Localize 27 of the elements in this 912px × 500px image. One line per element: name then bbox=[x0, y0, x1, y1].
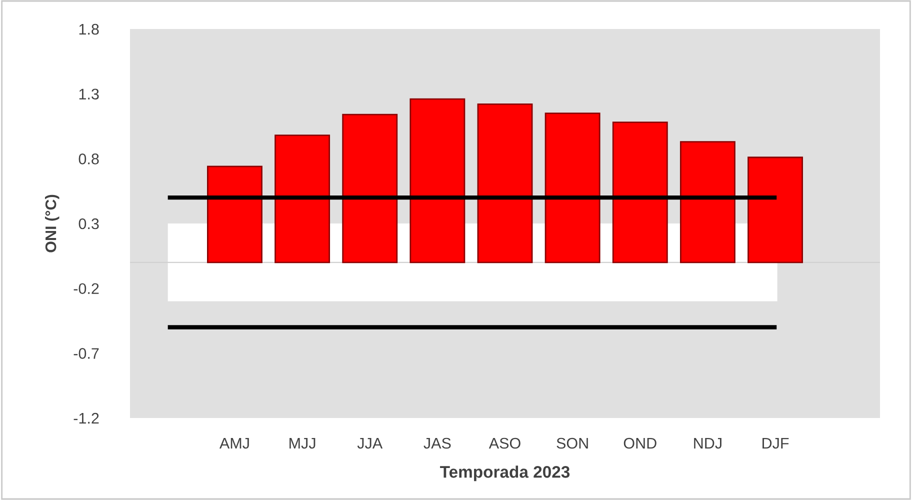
y-tick-label: -0.7 bbox=[74, 348, 99, 359]
x-tick-label: DJF bbox=[762, 438, 789, 449]
bar bbox=[274, 134, 330, 264]
bar bbox=[544, 112, 600, 264]
bar bbox=[477, 104, 533, 264]
x-tick-label: AMJ bbox=[219, 438, 249, 449]
y-tick-label: 0.3 bbox=[78, 218, 99, 230]
bar bbox=[748, 156, 803, 264]
x-tick-label: ASO bbox=[488, 438, 520, 449]
x-tick-label: JJA bbox=[357, 438, 383, 449]
bar bbox=[680, 141, 736, 264]
y-tick-label: 1.8 bbox=[79, 24, 99, 35]
x-axis-title: Temporada 2023 bbox=[440, 466, 570, 482]
x-tick-label: SON bbox=[556, 438, 588, 449]
y-axis-title: ONI (°C) bbox=[44, 194, 60, 252]
bar bbox=[410, 98, 466, 264]
y-tick-label: -1.2 bbox=[74, 412, 99, 424]
x-tick-label: NDJ bbox=[694, 438, 722, 449]
x-tick-label: MJJ bbox=[290, 438, 316, 449]
x-tick-label: OND bbox=[624, 438, 656, 449]
y-tick-label: -0.2 bbox=[74, 283, 99, 294]
bar bbox=[207, 166, 262, 264]
bar bbox=[612, 122, 668, 264]
x-tick-label: JAS bbox=[424, 438, 451, 449]
y-tick-label: 1.3 bbox=[79, 88, 99, 100]
y-tick-label: 0.8 bbox=[78, 154, 99, 164]
bar bbox=[342, 114, 398, 264]
